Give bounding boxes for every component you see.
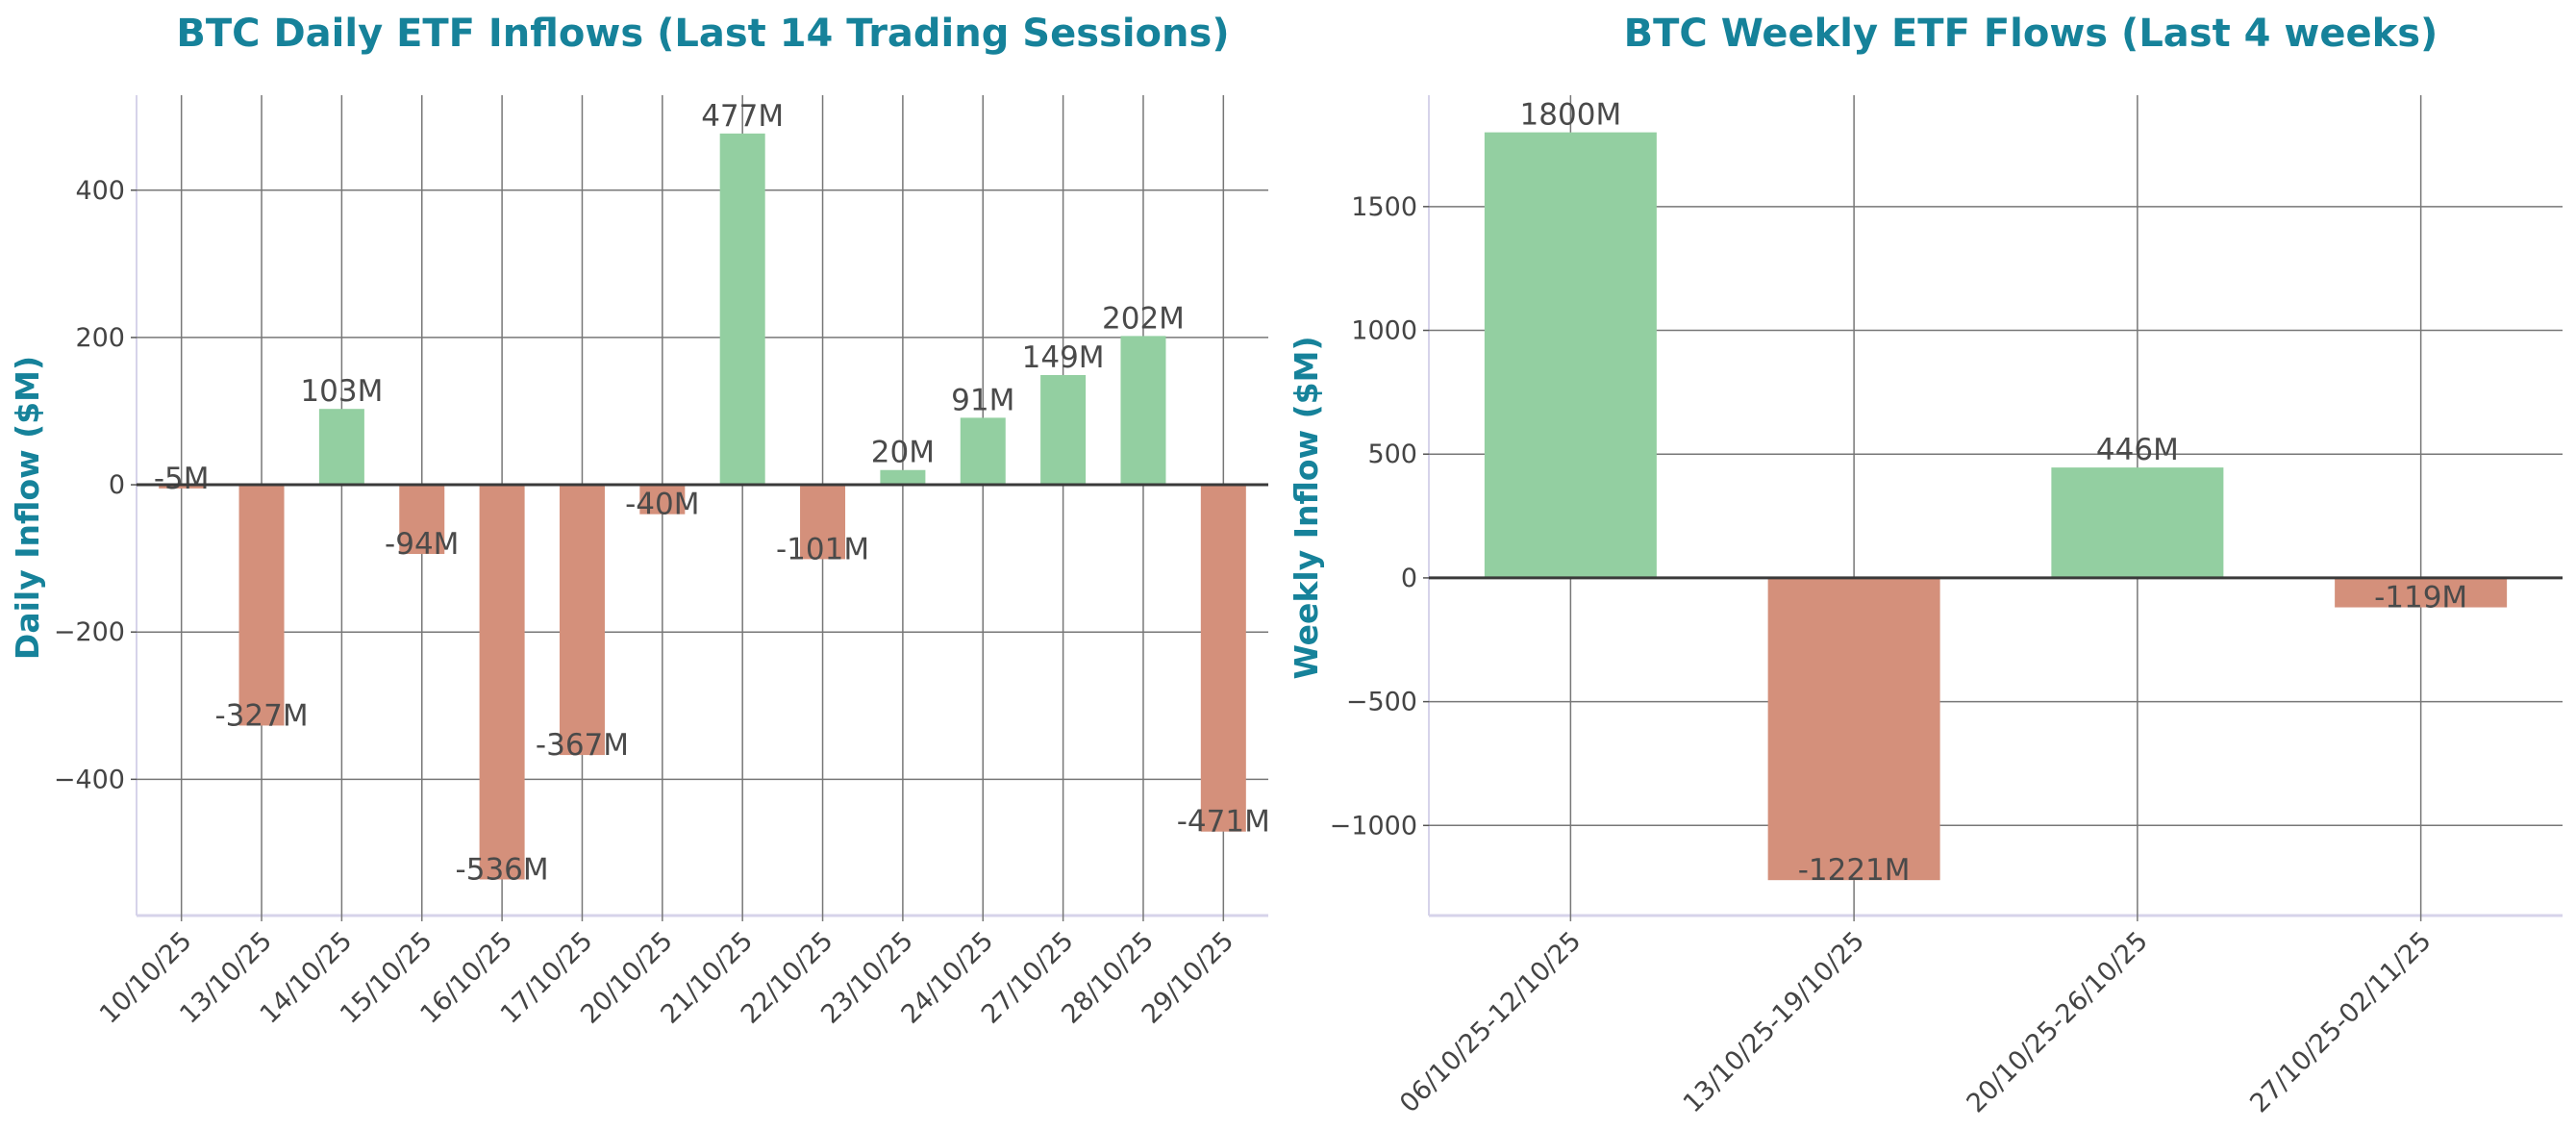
y-tick-label: −500 (1346, 688, 1417, 717)
bar (880, 469, 926, 486)
data-label: -94M (385, 527, 459, 562)
data-label: 1800M (1520, 98, 1622, 133)
bar (559, 485, 605, 756)
data-label: 149M (1022, 340, 1105, 375)
weekly-flows-chart: BTC Weekly ETF Flows (Last 4 weeks) Week… (1288, 12, 2563, 1118)
data-label: -119M (2374, 581, 2467, 615)
data-label: -471M (1177, 805, 1270, 840)
y-tick-label: −1000 (1330, 811, 1417, 841)
bar (318, 409, 364, 486)
bar (800, 485, 846, 560)
bar (1040, 374, 1087, 486)
bar (238, 485, 285, 726)
data-label: -327M (214, 698, 308, 733)
y-axis-label: Weekly Inflow ($M) (1288, 336, 1325, 679)
data-label: 91M (951, 383, 1014, 417)
data-label: -1221M (1798, 853, 1911, 888)
data-label: -101M (776, 532, 869, 566)
bar (639, 485, 686, 515)
data-label: 446M (2096, 433, 2179, 467)
data-label: 103M (300, 374, 383, 409)
data-label: -5M (154, 462, 210, 496)
data-label: 477M (701, 99, 784, 134)
bar (960, 417, 1006, 486)
bar (1484, 132, 1657, 578)
x-tick-label: 06/10/25-12/10/25 (1394, 926, 1587, 1118)
chart-title: BTC Weekly ETF Flows (Last 4 weeks) (1624, 12, 2438, 56)
bar (399, 485, 445, 555)
bar (479, 485, 525, 880)
y-tick-label: 0 (1401, 564, 1417, 593)
y-tick-label: −200 (54, 617, 125, 647)
y-tick-label: 500 (1367, 439, 1417, 469)
data-label: -536M (456, 852, 549, 887)
data-label: -367M (536, 728, 629, 763)
bar (2051, 467, 2224, 578)
y-tick-label: 1000 (1351, 316, 1417, 346)
data-label: -40M (625, 488, 699, 522)
y-tick-label: −400 (54, 765, 125, 794)
chart-title: BTC Daily ETF Inflows (Last 14 Trading S… (176, 12, 1229, 56)
y-tick-label: 1500 (1351, 192, 1417, 222)
daily-inflows-chart: BTC Daily ETF Inflows (Last 14 Trading S… (9, 12, 1270, 1030)
data-label: 202M (1102, 301, 1185, 336)
data-label: 20M (871, 436, 935, 470)
bar (719, 133, 765, 486)
y-tick-label: 200 (75, 323, 125, 353)
bar (1200, 485, 1246, 832)
y-tick-label: 400 (75, 176, 125, 206)
x-tick-label: 13/10/25-19/10/25 (1678, 926, 1870, 1118)
bar (2335, 577, 2508, 608)
x-tick-label: 27/10/25-02/11/25 (2244, 926, 2437, 1118)
bar (1120, 336, 1166, 486)
bar (1767, 577, 1940, 881)
y-tick-label: 0 (109, 470, 125, 500)
y-axis-label: Daily Inflow ($M) (9, 356, 46, 660)
bar (159, 485, 205, 489)
x-tick-label: 20/10/25-26/10/25 (1962, 926, 2154, 1118)
